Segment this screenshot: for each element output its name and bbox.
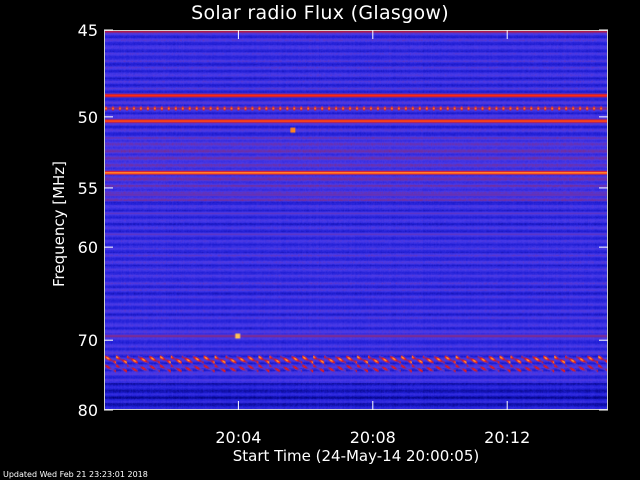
y-tick-label: 70 bbox=[78, 331, 98, 350]
y-tick-label: 55 bbox=[78, 179, 98, 198]
x-axis-title: Start Time (24-May-14 20:00:05) bbox=[233, 447, 479, 465]
spectrogram-heatmap bbox=[105, 31, 607, 409]
plot-area bbox=[104, 30, 608, 410]
x-tick-label: 20:12 bbox=[484, 428, 530, 447]
y-tick-label: 45 bbox=[78, 21, 98, 40]
y-tick-label: 80 bbox=[78, 401, 98, 420]
x-axis: 20:04 20:08 20:12 bbox=[215, 30, 530, 447]
y-tick-label: 50 bbox=[78, 108, 98, 127]
chart-title: Solar radio Flux (Glasgow) bbox=[191, 2, 449, 24]
x-tick-label: 20:08 bbox=[350, 428, 396, 447]
y-tick-label: 60 bbox=[78, 238, 98, 257]
updated-timestamp: Updated Wed Feb 21 23:23:01 2018 bbox=[3, 470, 148, 479]
y-axis: 45 50 55 60 70 80 bbox=[78, 21, 608, 420]
y-axis-title: Frequency [MHz] bbox=[50, 161, 68, 287]
x-tick-label: 20:04 bbox=[215, 428, 261, 447]
